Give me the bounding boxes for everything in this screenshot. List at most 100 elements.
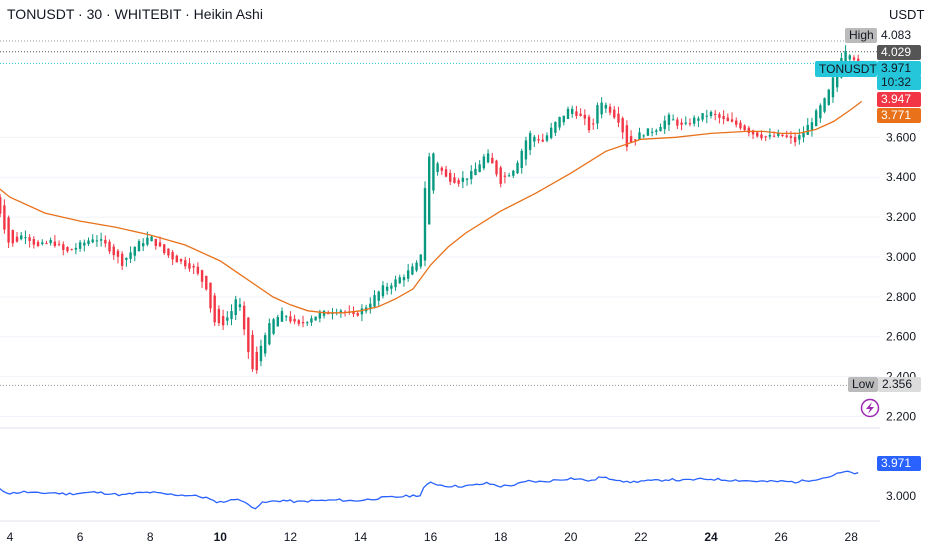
x-tick-label: 16	[424, 530, 438, 544]
candle	[629, 130, 633, 144]
candle-body	[284, 316, 288, 318]
candle-body	[91, 239, 94, 243]
candle-body	[163, 244, 166, 254]
candle-body	[83, 242, 86, 246]
current-value: 4.029	[877, 45, 921, 60]
candle-body	[777, 133, 780, 137]
candle	[175, 254, 179, 263]
candle	[650, 127, 654, 137]
low-value-bg	[878, 377, 921, 392]
candle-body	[634, 139, 637, 141]
x-tick-label: 24	[704, 530, 718, 544]
y-tick-label: 2.200	[886, 410, 916, 424]
candle-body	[819, 105, 822, 119]
candle	[806, 118, 809, 135]
symbol-tag: TONUSDT	[815, 61, 877, 77]
candle	[230, 304, 233, 326]
flash-icon[interactable]	[860, 398, 880, 418]
high-value-bg	[877, 28, 921, 43]
candle	[600, 97, 603, 119]
candle-body	[49, 239, 52, 244]
candle	[280, 307, 284, 322]
candle-body	[735, 120, 738, 125]
candle	[495, 159, 498, 177]
x-tick-label: 8	[147, 530, 154, 544]
ma-value: 3.771	[877, 108, 921, 123]
candle	[179, 258, 183, 265]
candle-body	[613, 109, 616, 118]
candle	[453, 173, 456, 184]
candle-body	[377, 291, 380, 301]
candle-body	[793, 136, 797, 143]
candle	[141, 238, 145, 252]
candle	[524, 136, 528, 166]
y-tick-label: 2.800	[886, 290, 916, 304]
candle-body	[718, 114, 721, 118]
candle-body	[171, 252, 174, 260]
candle-body	[465, 178, 469, 180]
candle-body	[415, 262, 418, 271]
y-tick-label: 3.000	[886, 250, 916, 264]
high-tag: High	[845, 28, 877, 43]
candle-body	[470, 171, 473, 180]
candle	[507, 172, 511, 177]
candle-body	[835, 67, 839, 88]
candle-body	[697, 118, 700, 121]
candle-body	[432, 153, 435, 191]
candle	[221, 309, 225, 330]
candle	[310, 315, 313, 327]
candle	[184, 256, 187, 270]
candle	[36, 239, 40, 248]
candle	[642, 134, 645, 139]
x-tick-label: 22	[634, 530, 648, 544]
candle-body	[848, 55, 851, 60]
candle-body	[398, 277, 401, 284]
marker-lines	[0, 40, 880, 386]
candle	[87, 237, 90, 246]
candle-body	[62, 244, 65, 250]
candle	[49, 237, 52, 246]
candle	[381, 281, 385, 299]
candle	[306, 321, 309, 327]
candle	[377, 290, 380, 306]
candle-body	[125, 257, 128, 260]
candle-body	[545, 135, 549, 141]
candle	[465, 178, 469, 186]
countdown-bg	[877, 75, 921, 90]
candle-body	[133, 246, 136, 256]
candle	[533, 134, 536, 147]
candle-body	[743, 125, 746, 131]
y-axis: 3.6003.4003.2003.0002.8002.6002.4002.200…	[886, 130, 916, 503]
candle-body	[411, 266, 414, 275]
candle-body	[453, 177, 456, 183]
candle-body	[272, 319, 275, 334]
candle-body	[650, 131, 654, 133]
candle	[322, 310, 326, 319]
last-value-bg	[877, 61, 921, 76]
candle-body	[196, 266, 200, 274]
candle-body	[184, 260, 187, 267]
candle-body	[436, 163, 439, 172]
current-value-bg	[877, 45, 921, 60]
candle	[714, 110, 717, 121]
candle	[369, 297, 372, 314]
candle	[516, 160, 519, 174]
candle-body	[726, 117, 730, 122]
candle	[234, 295, 237, 320]
x-tick-label: 10	[214, 530, 228, 544]
candle-body	[676, 119, 679, 126]
candle-body	[503, 175, 507, 177]
candle-body	[478, 164, 481, 172]
candle	[360, 304, 364, 322]
candle	[427, 152, 431, 225]
candle	[331, 307, 334, 320]
candle	[398, 274, 401, 284]
candle-body	[440, 167, 444, 171]
candle-body	[3, 205, 6, 230]
candle-body	[339, 310, 343, 313]
candle-body	[390, 285, 393, 289]
candle-body	[692, 117, 696, 124]
candle	[251, 330, 254, 372]
